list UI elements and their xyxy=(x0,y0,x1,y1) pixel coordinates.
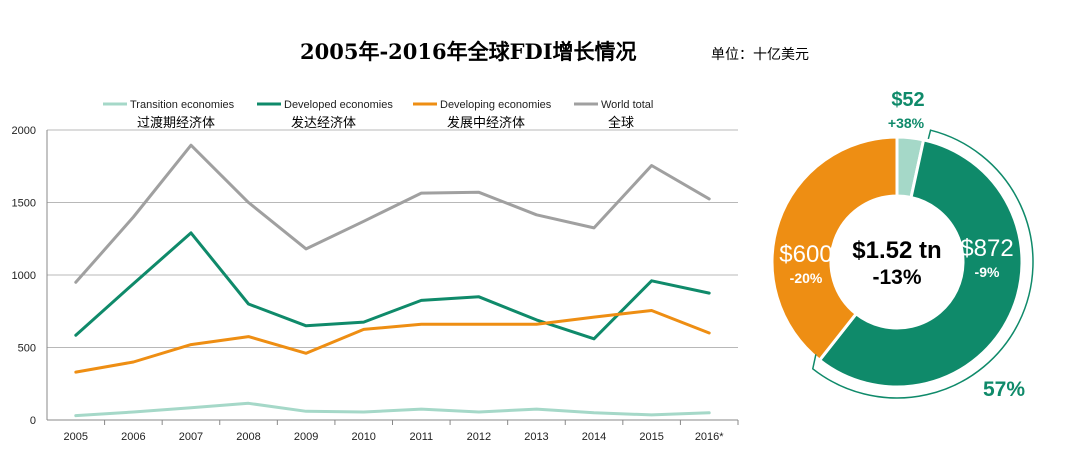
center-total-label: $1.52 tn xyxy=(852,237,941,264)
legend: Transition economies 过渡期经济体 Developed econ… xyxy=(103,99,653,131)
x-tick-label: 2008 xyxy=(236,431,260,443)
x-tick-label: 2005 xyxy=(64,431,88,443)
legend-label-zh: 过渡期经济体 xyxy=(137,115,215,131)
legend-label: World total xyxy=(601,99,653,111)
x-axis-ticks: 2005 2006 2007 2008 2009 2010 2011 2012 2013 2014… xyxy=(64,420,739,443)
series-line xyxy=(74,231,711,341)
donut-slice xyxy=(817,138,1024,389)
x-tick-label: 2010 xyxy=(351,431,375,443)
x-tick-label: 2015 xyxy=(639,431,663,443)
slice-change-label: +38% xyxy=(888,115,925,131)
legend-label: Transition economies xyxy=(130,99,235,111)
donut-slice xyxy=(770,135,899,363)
donut-slices xyxy=(770,135,1024,389)
x-tick-label: 2013 xyxy=(524,431,548,443)
center-change-label: -13% xyxy=(872,266,921,289)
chart-title: 2005年-2016年全球FDI增长情况 xyxy=(300,39,637,64)
y-tick-label: 1000 xyxy=(12,270,36,282)
slice-value-label: $600 xyxy=(779,241,832,268)
y-tick-label: 500 xyxy=(18,343,36,355)
x-tick-label: 2006 xyxy=(121,431,145,443)
series-line xyxy=(74,309,711,374)
y-axis-ticks: 0 500 1000 1500 2000 xyxy=(12,125,36,427)
line-chart: 0 500 1000 1500 2000 2005 2006 2007 2008 2009 201… xyxy=(12,99,739,443)
series-lines xyxy=(74,143,711,418)
x-tick-label: 2009 xyxy=(294,431,318,443)
y-tick-label: 1500 xyxy=(12,198,36,210)
legend-label: Developing economies xyxy=(440,99,552,111)
donut-labels: $1.52 tn-13% $52 +38% $872 -9% $600 -20% 57% xyxy=(779,89,1025,401)
slice-change-label: -9% xyxy=(975,264,1000,280)
share-percent-label: 57% xyxy=(983,378,1025,401)
x-tick-label: 2007 xyxy=(179,431,203,443)
y-tick-label: 2000 xyxy=(12,125,36,137)
legend-label-zh: 全球 xyxy=(608,115,634,131)
slice-value-label: $872 xyxy=(960,235,1013,262)
share-bracket-arc xyxy=(811,129,1034,399)
y-tick-label: 0 xyxy=(30,415,36,427)
x-tick-label: 2011 xyxy=(409,431,433,443)
slice-value-label: $52 xyxy=(891,89,924,111)
legend-label: Developed economies xyxy=(284,99,393,111)
x-tick-label: 2012 xyxy=(467,431,491,443)
x-tick-label: 2016* xyxy=(695,431,724,443)
x-tick-label: 2014 xyxy=(582,431,606,443)
legend-label-zh: 发达经济体 xyxy=(291,115,356,131)
series-line xyxy=(74,401,711,418)
series-line xyxy=(74,143,711,284)
legend-label-zh: 发展中经济体 xyxy=(447,115,525,131)
slice-change-label: -20% xyxy=(790,270,823,286)
unit-label: 单位：十亿美元 xyxy=(711,47,809,63)
